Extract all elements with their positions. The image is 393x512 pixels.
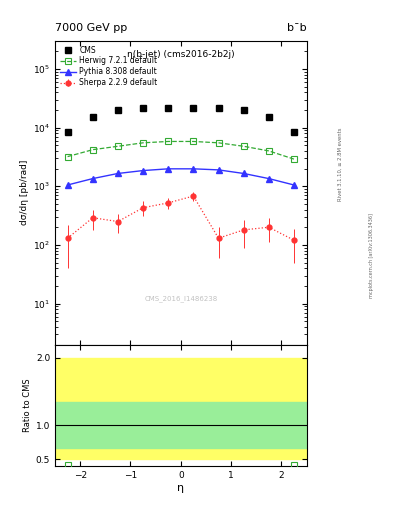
Herwig 7.2.1 default [241, 143, 246, 150]
CMS [292, 129, 296, 135]
Herwig 7.2.1 default [116, 143, 120, 150]
Y-axis label: dσ/dη [pb/rad]: dσ/dη [pb/rad] [20, 160, 29, 225]
Bar [55, 402, 307, 447]
Line: CMS: CMS [64, 104, 298, 135]
Pythia 8.308 default [216, 167, 221, 173]
Herwig 7.2.1 default [266, 148, 271, 154]
Pythia 8.308 default [65, 182, 70, 188]
CMS [65, 129, 70, 135]
CMS [191, 104, 196, 111]
Text: η(b-jet) (cms2016-2b2j): η(b-jet) (cms2016-2b2j) [127, 50, 235, 59]
Herwig 7.2.1 default [216, 140, 221, 146]
Legend: CMS, Herwig 7.2.1 default, Pythia 8.308 default, Sherpa 2.2.9 default: CMS, Herwig 7.2.1 default, Pythia 8.308 … [58, 44, 159, 89]
CMS [241, 107, 246, 113]
Pythia 8.308 default [116, 170, 120, 177]
Herwig 7.2.1 default [292, 156, 296, 162]
Pythia 8.308 default [241, 170, 246, 177]
Herwig 7.2.1 default [90, 146, 95, 153]
Text: 7000 GeV pp: 7000 GeV pp [55, 23, 127, 33]
Pythia 8.308 default [292, 182, 296, 188]
Herwig 7.2.1 default [141, 140, 145, 146]
Text: CMS_2016_I1486238: CMS_2016_I1486238 [144, 295, 217, 303]
CMS [116, 107, 120, 113]
X-axis label: η: η [177, 482, 184, 493]
Text: b¯b: b¯b [287, 23, 307, 33]
Pythia 8.308 default [266, 176, 271, 182]
CMS [166, 104, 171, 111]
CMS [90, 114, 95, 120]
Text: mcplots.cern.ch [arXiv:1306.3436]: mcplots.cern.ch [arXiv:1306.3436] [369, 214, 374, 298]
Herwig 7.2.1 default [166, 138, 171, 144]
CMS [141, 104, 145, 111]
Pythia 8.308 default [141, 167, 145, 174]
Pythia 8.308 default [191, 166, 196, 172]
Bar [55, 358, 307, 459]
Text: Rivet 3.1.10, ≥ 2.8M events: Rivet 3.1.10, ≥ 2.8M events [338, 127, 342, 201]
Line: Pythia 8.308 default: Pythia 8.308 default [64, 166, 297, 188]
Pythia 8.308 default [90, 176, 95, 182]
CMS [266, 114, 271, 120]
Y-axis label: Ratio to CMS: Ratio to CMS [23, 378, 31, 432]
Pythia 8.308 default [166, 166, 171, 172]
CMS [216, 104, 221, 111]
Line: Herwig 7.2.1 default: Herwig 7.2.1 default [65, 139, 297, 162]
Herwig 7.2.1 default [65, 154, 70, 160]
Herwig 7.2.1 default [191, 138, 196, 144]
